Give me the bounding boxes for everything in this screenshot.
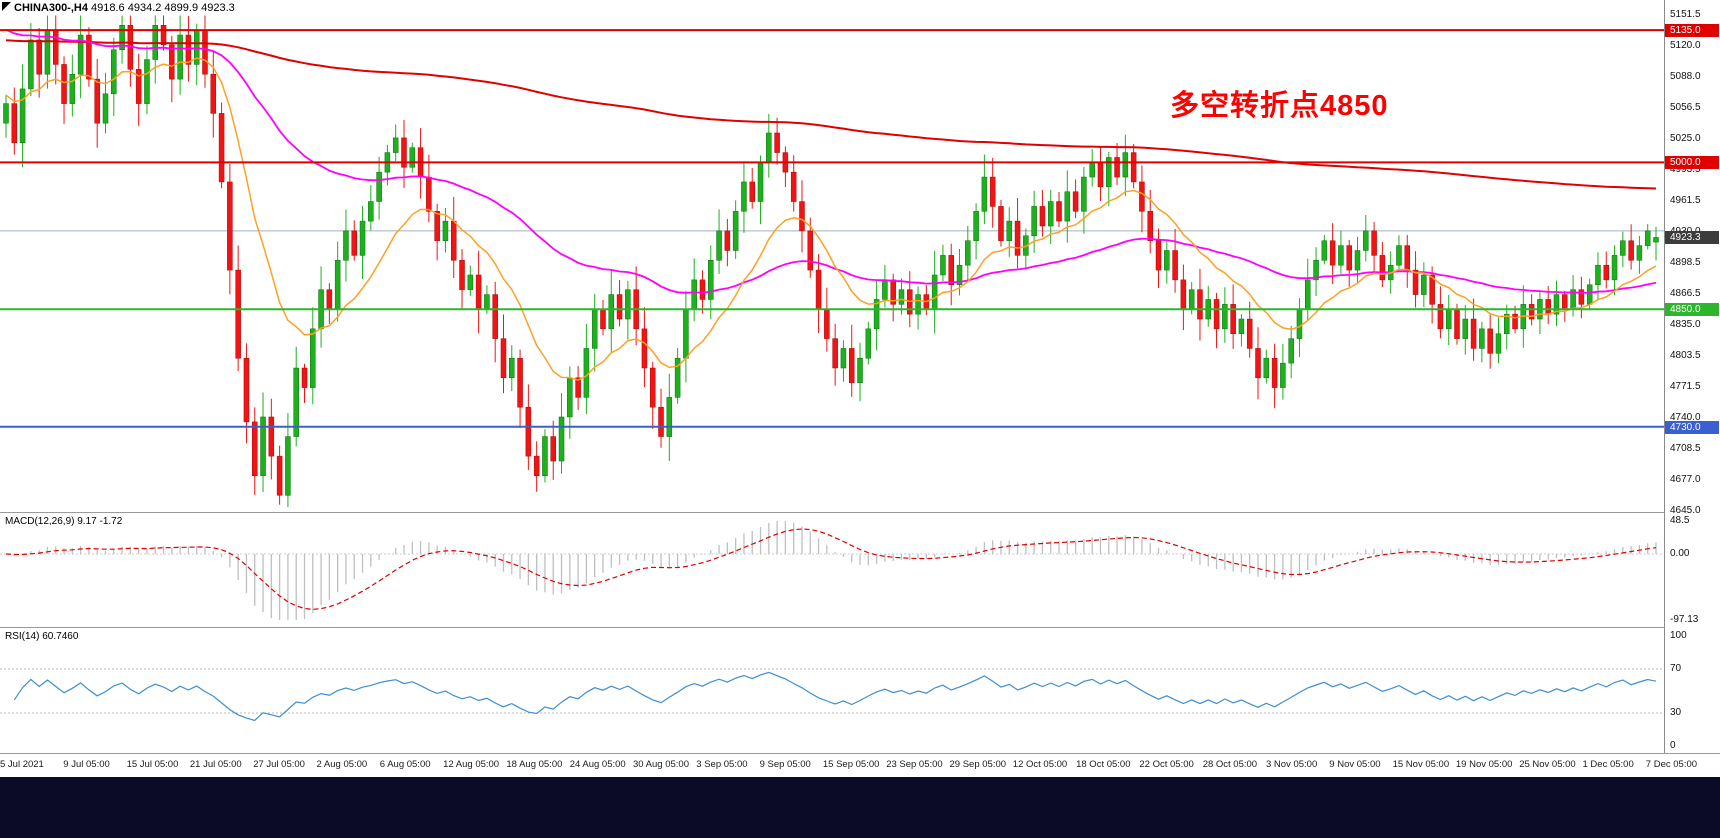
time-label: 3 Sep 05:00 bbox=[696, 759, 748, 770]
time-label: 12 Aug 05:00 bbox=[443, 759, 500, 770]
time-label: 9 Sep 05:00 bbox=[759, 759, 811, 770]
time-label: 3 Nov 05:00 bbox=[1266, 759, 1318, 770]
time-label: 25 Nov 05:00 bbox=[1519, 759, 1576, 770]
axis-tick-label: 48.5 bbox=[1670, 515, 1690, 526]
axis-tick-label: 0.00 bbox=[1670, 547, 1690, 559]
time-label: 5 Jul 2021 bbox=[0, 759, 44, 770]
time-label: 2 Aug 05:00 bbox=[316, 759, 368, 770]
time-label: 24 Aug 05:00 bbox=[569, 759, 626, 770]
ma-fast bbox=[5, 57, 1657, 381]
time-label: 28 Oct 05:00 bbox=[1202, 759, 1258, 770]
time-label: 7 Dec 05:00 bbox=[1645, 759, 1698, 770]
time-label: 27 Jul 05:00 bbox=[253, 759, 305, 770]
axis-tick-label: 100 bbox=[1670, 630, 1687, 641]
axis-tick-label: 5025.0 bbox=[1670, 132, 1701, 144]
symbol-timeframe-label: CHINA300-,H4 bbox=[14, 2, 88, 14]
axis-tick-label: 5120.0 bbox=[1670, 39, 1701, 51]
axis-tick-label: 5088.0 bbox=[1670, 71, 1701, 83]
time-label: 6 Aug 05:00 bbox=[379, 759, 431, 770]
time-label: 15 Sep 05:00 bbox=[822, 759, 880, 770]
time-label: 9 Jul 05:00 bbox=[63, 759, 110, 770]
axis-tick-label: 70 bbox=[1670, 663, 1682, 674]
time-label: 29 Sep 05:00 bbox=[949, 759, 1007, 770]
axis-tick-label: 4961.5 bbox=[1670, 195, 1701, 207]
axis-tick-label: 4740.0 bbox=[1670, 411, 1701, 423]
axis-tick-label: 4677.0 bbox=[1670, 473, 1701, 485]
time-label: 30 Aug 05:00 bbox=[633, 759, 689, 770]
axis-tick-label: -97.13 bbox=[1670, 614, 1699, 625]
price-level-badge: 5135.0 bbox=[1665, 24, 1719, 38]
macd-indicator-label: MACD(12,26,9) 9.17 -1.72 bbox=[5, 516, 123, 527]
price-level-badge: 4850.0 bbox=[1665, 303, 1719, 317]
time-label: 15 Jul 05:00 bbox=[126, 759, 179, 770]
time-label: 18 Aug 05:00 bbox=[506, 759, 563, 770]
rsi-indicator-label: RSI(14) 60.7460 bbox=[5, 631, 79, 642]
axis-tick-label: 0 bbox=[1670, 740, 1676, 751]
price-level-badge: 5000.0 bbox=[1665, 156, 1719, 170]
time-label: 23 Sep 05:00 bbox=[886, 759, 943, 770]
axis-tick-label: 4645.0 bbox=[1670, 505, 1701, 516]
axis-tick-label: 4708.5 bbox=[1670, 442, 1701, 454]
axis-tick-label: 4930.0 bbox=[1670, 226, 1701, 237]
price-level-badge: 4730.0 bbox=[1665, 420, 1719, 434]
ma-slow bbox=[5, 39, 1657, 190]
time-label: 12 Oct 05:00 bbox=[1012, 759, 1068, 770]
time-label: 21 Jul 05:00 bbox=[189, 759, 242, 770]
ohlc-quote-label: 4918.6 4934.2 4899.9 4923.3 bbox=[91, 2, 235, 14]
time-axis[interactable]: 5 Jul 2021 9 Jul 05:00 15 Jul 05:00 21 Jul … bbox=[0, 753, 1720, 778]
axis-tick-label: 4803.5 bbox=[1670, 349, 1701, 361]
price-axis[interactable]: 5151.55120.05088.05056.55025.04993.54961… bbox=[1664, 0, 1720, 753]
time-label: 22 Oct 05:00 bbox=[1139, 759, 1194, 770]
ma-mid bbox=[5, 28, 1657, 294]
axis-tick-label: 5151.5 bbox=[1670, 9, 1701, 20]
axis-tick-label: 30 bbox=[1670, 707, 1682, 718]
axis-tick-label: 5056.5 bbox=[1670, 102, 1701, 114]
chart-shift-icon bbox=[2, 2, 11, 11]
price-chart-canvas[interactable] bbox=[0, 0, 1664, 512]
chart-title: CHINA300-,H4 4918.6 4934.2 4899.9 4923.3 bbox=[14, 2, 235, 14]
axis-tick-label: 4771.5 bbox=[1670, 381, 1701, 393]
annotation-text: 多空转折点4850 bbox=[1170, 90, 1389, 122]
time-label: 18 Oct 05:00 bbox=[1076, 759, 1131, 770]
macd-pane-canvas[interactable] bbox=[0, 512, 1664, 628]
time-label: 1 Dec 05:00 bbox=[1582, 759, 1634, 770]
time-label: 19 Nov 05:00 bbox=[1455, 759, 1513, 770]
time-label: 9 Nov 05:00 bbox=[1329, 759, 1381, 770]
price-level-badge: 4923.3 bbox=[1665, 231, 1719, 245]
time-label: 15 Nov 05:00 bbox=[1392, 759, 1450, 770]
rsi-pane-canvas[interactable] bbox=[0, 627, 1664, 754]
axis-tick-label: 4898.5 bbox=[1670, 256, 1701, 268]
axis-tick-label: 4835.0 bbox=[1670, 318, 1701, 330]
axis-tick-label: 4866.5 bbox=[1670, 288, 1701, 300]
bottom-taskbar bbox=[0, 777, 1720, 838]
